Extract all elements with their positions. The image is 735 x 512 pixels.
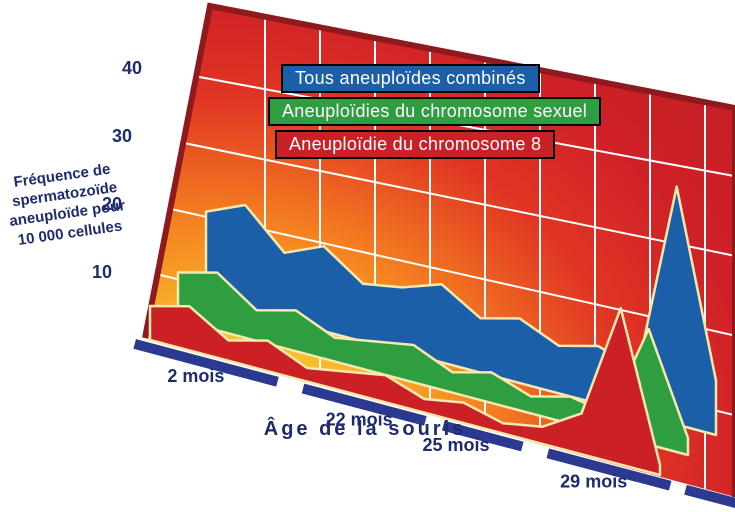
legend-label: Aneuploïdies du chromosome sexuel <box>282 101 588 121</box>
x-axis-bar <box>133 339 279 387</box>
legend-item-chromosome-8: Aneuploïdie du chromosome 8 <box>275 130 556 159</box>
x-axis-bar <box>301 383 427 426</box>
x-axis-bar <box>546 448 672 491</box>
x-axis-bar <box>441 420 524 452</box>
x-tick-label: 29 mois <box>560 471 627 491</box>
y-tick-label: 20 <box>102 194 122 214</box>
wall-border <box>142 2 735 497</box>
y-tick-label: 40 <box>122 58 142 78</box>
legend-item-all-aneuploidies: Tous aneuploïdes combinés <box>281 64 540 93</box>
y-tick-label: 10 <box>92 262 112 282</box>
x-tick-label: 25 mois <box>422 435 489 455</box>
legend-item-sex-chromosome: Aneuploïdies du chromosome sexuel <box>268 97 602 126</box>
x-axis-title: Âge de la souris <box>263 418 467 440</box>
legend-label: Tous aneuploïdes combinés <box>295 68 526 88</box>
x-tick-label: 22 mois <box>326 409 393 429</box>
x-tick-label: 2 mois <box>167 366 224 386</box>
y-tick-label: 30 <box>112 126 132 146</box>
series-1 <box>176 271 690 457</box>
series-2 <box>204 185 718 437</box>
legend-label: Aneuploïdie du chromosome 8 <box>289 134 542 154</box>
series-0 <box>148 304 662 477</box>
x-axis-bar <box>684 484 735 509</box>
